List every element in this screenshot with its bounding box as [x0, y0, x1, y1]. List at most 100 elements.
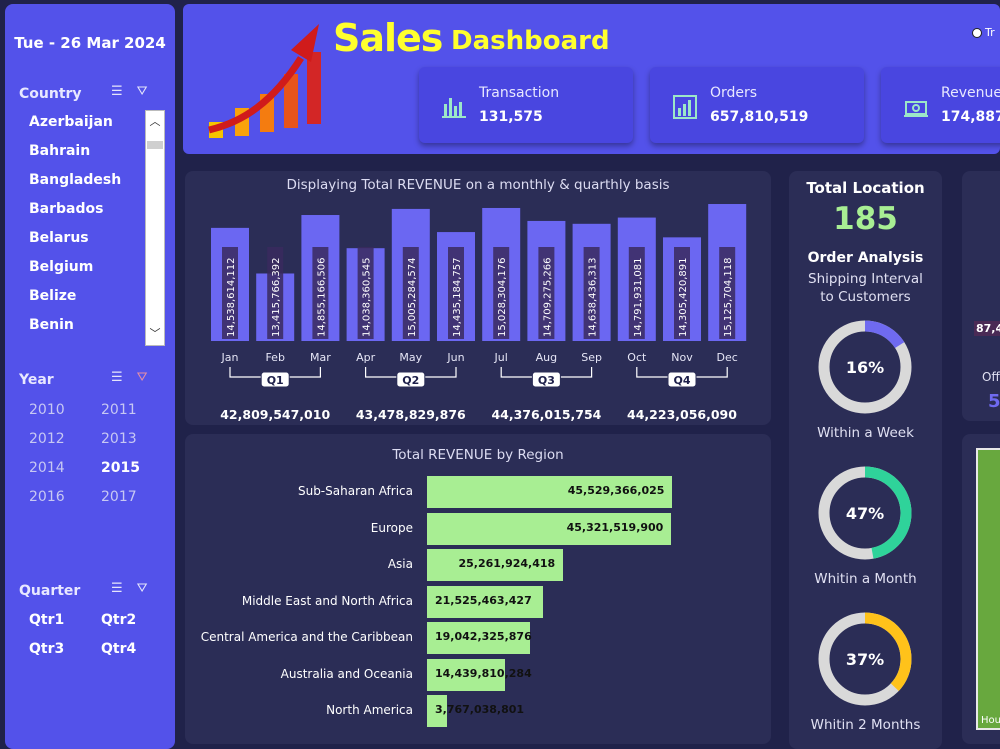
hours-bar: Hou [976, 448, 1000, 730]
radio-icon[interactable] [972, 28, 982, 38]
hours-label: Hou [981, 715, 1000, 726]
monthly-revenue-chart: 14,538,614,112 Jan 13,415,766,392 Feb 14,855… [211, 204, 747, 422]
scroll-up-icon[interactable]: ︿ [149, 115, 161, 128]
quarter-option[interactable]: Qtr4 [101, 641, 137, 657]
radio-label: Tr [985, 26, 995, 39]
year-option[interactable]: 2015 [101, 460, 140, 476]
quarter-option[interactable]: Qtr3 [29, 641, 65, 657]
donut-chart: 37% [818, 612, 912, 706]
quarter-option[interactable]: Qtr2 [101, 612, 137, 628]
month-bar-label: 14,435,184,757 [452, 257, 463, 337]
country-option[interactable]: Bangladesh [29, 172, 122, 188]
header: Sales Dashboard Tr Transaction 131,575 O… [183, 4, 1000, 154]
region-name: Sub-Saharan Africa [297, 484, 413, 498]
bar-label-bg [402, 247, 419, 339]
country-option[interactable]: Belize [29, 288, 77, 304]
kpi-card-orders: Orders 657,810,519 [650, 67, 864, 143]
year-option[interactable]: 2016 [29, 489, 65, 505]
region-bar[interactable] [427, 512, 672, 545]
bar-label-bg [719, 247, 736, 339]
donut-arc[interactable] [818, 612, 912, 706]
clear-filter-icon[interactable]: ⛛ [136, 84, 148, 99]
region-name: Central America and the Caribbean [200, 630, 413, 644]
region-value: 3,767,038,801 [435, 703, 525, 716]
month-bar-label: 14,709,275,266 [542, 257, 553, 337]
country-option[interactable]: Bahrain [29, 143, 91, 159]
month-bar-label: 14,791,931,081 [633, 257, 644, 337]
bar-chart-icon [442, 98, 466, 118]
shipping-donut: 16% Within a Week [789, 315, 942, 455]
shipping-donut: 37% Whitin 2 Months [789, 607, 942, 747]
region-bar[interactable] [427, 476, 673, 508]
year-option[interactable]: 2013 [101, 431, 137, 447]
quarter-slicer: Qtr1 Qtr2 Qtr3 Qtr4 [29, 612, 173, 660]
quarter-badge [531, 371, 561, 388]
region-row: Central America and the Caribbean 19,042,… [185, 622, 771, 654]
month-tick-label: Apr [356, 351, 376, 364]
multi-select-icon[interactable]: ☰ [111, 84, 123, 99]
region-bar[interactable] [427, 622, 530, 654]
country-option[interactable]: Belarus [29, 230, 89, 246]
country-scrollbar[interactable]: ︿ ﹀ [145, 110, 165, 346]
donut-arc[interactable] [818, 320, 912, 414]
order-analysis-title: Order Analysis [807, 250, 924, 266]
month-tick-label: Jun [446, 351, 464, 364]
donut-arc[interactable] [818, 466, 912, 560]
kpi-label: Orders [710, 85, 758, 101]
country-option[interactable]: Benin [29, 317, 74, 333]
radio-option[interactable]: Tr [972, 26, 995, 39]
donut-caption: Whitin 2 Months [810, 717, 921, 733]
scroll-down-icon[interactable]: ﹀ [149, 327, 161, 340]
region-bar[interactable] [427, 658, 505, 691]
quarter-badge [667, 371, 697, 388]
kpi-value: 131,575 [479, 109, 543, 125]
country-option[interactable]: Barbados [29, 201, 104, 217]
year-option[interactable]: 2012 [29, 431, 65, 447]
partial-number: 5 [988, 391, 1000, 412]
country-slicer: Azerbaijan Bahrain Bangladesh Barbados Belar… [15, 108, 165, 346]
year-option[interactable]: 2011 [101, 402, 137, 418]
year-slicer: 2010 2011 2012 2013 2014 2015 2016 2017 [29, 402, 173, 508]
year-option[interactable]: 2014 [29, 460, 65, 476]
year-option[interactable]: 2017 [101, 489, 137, 505]
region-value: 45,321,519,900 [566, 520, 664, 534]
shipping-donut: 47% Whitin a Month [789, 461, 942, 601]
country-option[interactable]: Belgium [29, 259, 94, 275]
month-tick-label: Sep [581, 351, 602, 364]
bar-label-bg [222, 247, 238, 339]
kpi-value: 174,887 [941, 109, 1000, 125]
donut-percent: 16% [846, 358, 884, 377]
bar-label-bg [628, 247, 645, 339]
clear-filter-icon[interactable]: ⛛ [136, 370, 148, 385]
scroll-thumb[interactable] [147, 141, 163, 149]
month-tick-label: Mar [310, 351, 331, 364]
country-option[interactable]: Azerbaijan [29, 114, 113, 130]
region-name: North America [326, 703, 413, 717]
donut-percent: 47% [846, 504, 884, 523]
country-list: Azerbaijan Bahrain Bangladesh Barbados Belar… [15, 108, 145, 340]
kpi-value: 657,810,519 [710, 109, 809, 125]
month-bar-label: 15,028,304,176 [497, 257, 508, 337]
region-row: North America 3,767,038,801 [185, 695, 771, 727]
month-bar-label: 14,855,166,506 [316, 257, 327, 337]
month-tick-label: May [399, 351, 422, 364]
bar-label-bg [448, 247, 464, 339]
order-analysis-subtitle-1: Shipping Interval [808, 271, 923, 287]
region-bar[interactable] [427, 695, 448, 727]
month-tick-label: Jul [494, 351, 508, 364]
region-name: Australia and Oceania [280, 666, 413, 681]
monthly-revenue-panel: Displaying Total REVENUE on a monthly & … [185, 171, 771, 425]
year-option[interactable]: 2010 [29, 402, 65, 418]
total-location-title: Total Location [806, 179, 925, 197]
multi-select-icon[interactable]: ☰ [111, 370, 123, 385]
hours-panel: Hou [962, 434, 1000, 744]
multi-select-icon[interactable]: ☰ [111, 581, 123, 596]
region-bar[interactable] [427, 549, 564, 581]
region-bar[interactable] [427, 585, 544, 618]
month-bar-label: 14,305,420,891 [678, 257, 689, 337]
quarter-option[interactable]: Qtr1 [29, 612, 65, 628]
donut-percent: 37% [846, 650, 884, 669]
clear-filter-icon[interactable]: ⛛ [136, 581, 148, 596]
total-location-value: 185 [833, 201, 898, 237]
